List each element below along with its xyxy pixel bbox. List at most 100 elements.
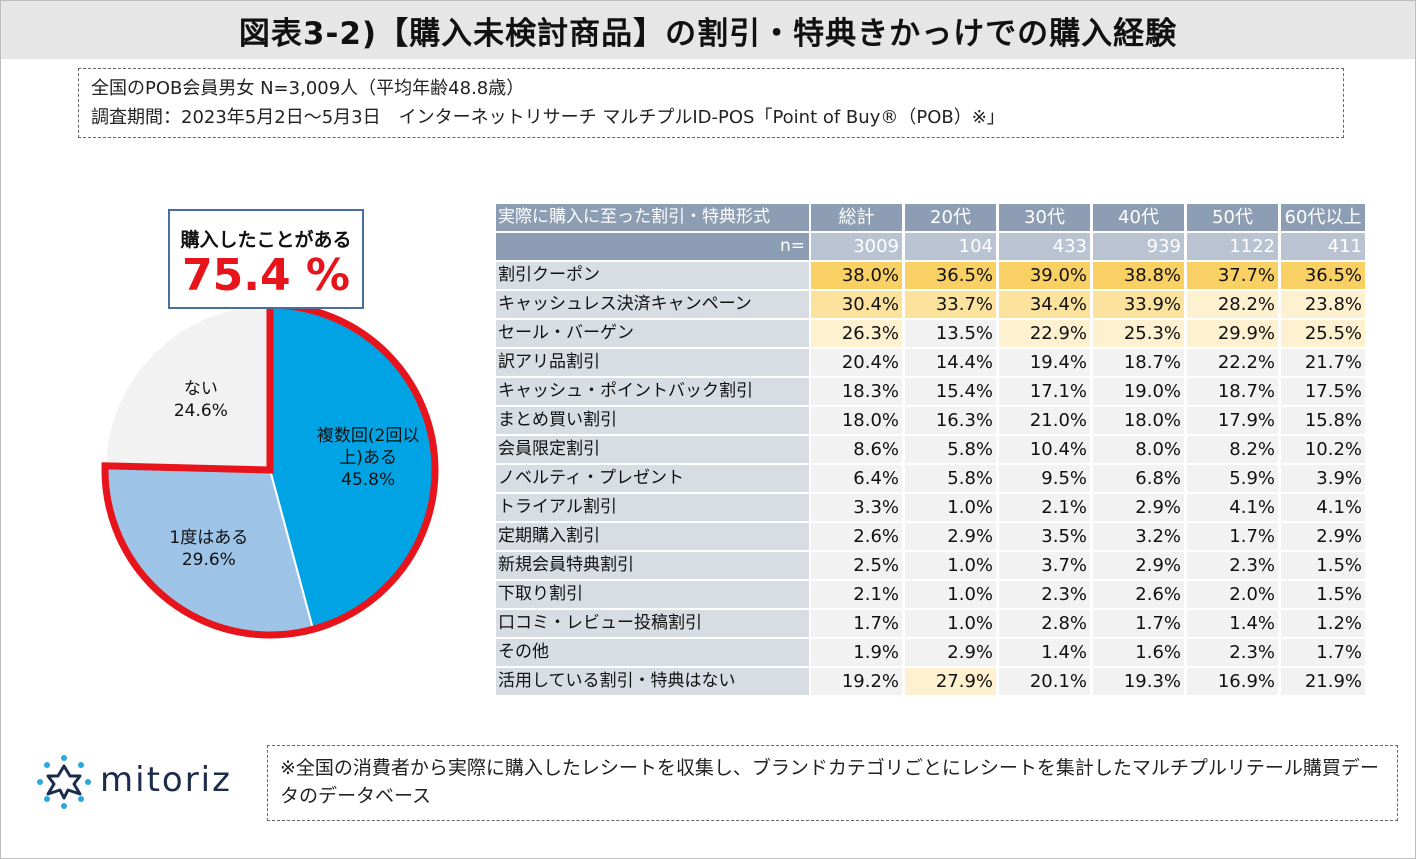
table-cell: 21.0% bbox=[999, 407, 1090, 434]
table-cell: 10.2% bbox=[1281, 436, 1365, 463]
table-cell: 5.8% bbox=[905, 436, 996, 463]
table-cell: 13.5% bbox=[905, 320, 996, 347]
table-cell: 2.9% bbox=[905, 523, 996, 550]
callout-value: 75.4 % bbox=[182, 250, 350, 301]
table-cell: 2.6% bbox=[1093, 581, 1184, 608]
column-header-5: 50代 bbox=[1187, 204, 1278, 231]
table-header-label: 実際に購入に至った割引・特典形式 bbox=[496, 204, 809, 231]
column-header-3: 30代 bbox=[999, 204, 1090, 231]
table-cell: 36.5% bbox=[905, 262, 996, 289]
row-label: 下取り割引 bbox=[496, 581, 809, 608]
table-cell: 1.7% bbox=[1187, 523, 1278, 550]
table-cell: 17.5% bbox=[1281, 378, 1365, 405]
table-cell: 18.3% bbox=[811, 378, 902, 405]
table-cell: 17.1% bbox=[999, 378, 1090, 405]
mitoriz-logo-icon bbox=[37, 755, 91, 809]
column-header-2: 20代 bbox=[905, 204, 996, 231]
table-cell: 36.5% bbox=[1281, 262, 1365, 289]
table-cell: 4.1% bbox=[1281, 494, 1365, 521]
table-header-row: 実際に購入に至った割引・特典形式 総計 20代 30代 40代 50代 60代以上 bbox=[496, 204, 1365, 233]
table-cell: 21.7% bbox=[1281, 349, 1365, 376]
pie-slice-label-2-line-2: 29.6% bbox=[182, 550, 236, 570]
table-cell: 1.0% bbox=[905, 552, 996, 579]
row-label: 定期購入割引 bbox=[496, 523, 809, 550]
table-row: その他 1.9% 2.9% 1.4% 1.6% 2.3% 1.7% bbox=[496, 639, 1365, 668]
table-cell: 1.0% bbox=[905, 494, 996, 521]
sample-size-label: n= bbox=[496, 233, 809, 260]
row-label: その他 bbox=[496, 639, 809, 666]
pie-slice-label-3-line-2: 24.6% bbox=[174, 401, 228, 421]
table-cell: 34.4% bbox=[999, 291, 1090, 318]
table-cell: 1.7% bbox=[1281, 639, 1365, 666]
survey-info-line-1: 全国のPOB会員男女 N=3,009人（平均年齢48.8歳） bbox=[91, 78, 525, 99]
table-cell: 2.5% bbox=[811, 552, 902, 579]
row-label: 会員限定割引 bbox=[496, 436, 809, 463]
row-label: 割引クーポン bbox=[496, 262, 809, 289]
sample-size-value-3: 433 bbox=[999, 233, 1090, 260]
table-cell: 18.7% bbox=[1187, 378, 1278, 405]
table-cell: 1.2% bbox=[1281, 610, 1365, 637]
table-cell: 5.9% bbox=[1187, 465, 1278, 492]
table-cell: 28.2% bbox=[1187, 291, 1278, 318]
table-cell: 5.8% bbox=[905, 465, 996, 492]
row-label: 活用している割引・特典はない bbox=[496, 668, 809, 695]
survey-info-line-2: 調査期間：2023年5月2日～5月3日 インターネットリサーチ マルチプルID-… bbox=[91, 107, 1005, 128]
table-cell: 2.3% bbox=[1187, 552, 1278, 579]
table-cell: 8.0% bbox=[1093, 436, 1184, 463]
table-cell: 25.3% bbox=[1093, 320, 1184, 347]
row-label: 新規会員特典割引 bbox=[496, 552, 809, 579]
logo-text: mitoriz bbox=[100, 760, 232, 800]
table-cell: 19.4% bbox=[999, 349, 1090, 376]
footnote-box: ※全国の消費者から実際に購入したレシートを収集し、ブランドカテゴリごとにレシート… bbox=[267, 745, 1398, 821]
table-cell: 14.4% bbox=[905, 349, 996, 376]
table-cell: 1.5% bbox=[1281, 552, 1365, 579]
table-cell: 2.9% bbox=[1093, 494, 1184, 521]
table-cell: 20.4% bbox=[811, 349, 902, 376]
row-label: トライアル割引 bbox=[496, 494, 809, 521]
sample-size-value-5: 1122 bbox=[1187, 233, 1278, 260]
table-cell: 3.7% bbox=[999, 552, 1090, 579]
callout-title: 購入したことがある bbox=[180, 229, 352, 251]
table-row: 定期購入割引 2.6% 2.9% 3.5% 3.2% 1.7% 2.9% bbox=[496, 523, 1365, 552]
table-row: キャッシュレス決済キャンペーン 30.4% 33.7% 34.4% 33.9% 28.2%… bbox=[496, 291, 1365, 320]
row-label: ノベルティ・プレゼント bbox=[496, 465, 809, 492]
table-cell: 38.8% bbox=[1093, 262, 1184, 289]
table-row: 割引クーポン 38.0% 36.5% 39.0% 38.8% 37.7% 36.5% bbox=[496, 262, 1365, 291]
table-cell: 29.9% bbox=[1187, 320, 1278, 347]
table-row: まとめ買い割引 18.0% 16.3% 21.0% 18.0% 17.9% 15.8% bbox=[496, 407, 1365, 436]
table-cell: 2.0% bbox=[1187, 581, 1278, 608]
table-cell: 3.3% bbox=[811, 494, 902, 521]
page-title: 図表3-2)【購入未検討商品】の割引・特典きかっけでの購入経験 bbox=[1, 1, 1415, 59]
pie-slice-label-3-line-1: ない bbox=[184, 379, 218, 399]
pie-slice-label-1-line-1: 複数回(2回以 bbox=[317, 426, 419, 446]
table-cell: 21.9% bbox=[1281, 668, 1365, 695]
table-cell: 3.5% bbox=[999, 523, 1090, 550]
row-label: 口コミ・レビュー投稿割引 bbox=[496, 610, 809, 637]
table-row: キャッシュ・ポイントバック割引 18.3% 15.4% 17.1% 19.0% 18.7%… bbox=[496, 378, 1365, 407]
pie-slice-label-1-line-3: 45.8% bbox=[341, 470, 395, 490]
table-cell: 23.8% bbox=[1281, 291, 1365, 318]
table-cell: 22.9% bbox=[999, 320, 1090, 347]
table-row: 会員限定割引 8.6% 5.8% 10.4% 8.0% 8.2% 10.2% bbox=[496, 436, 1365, 465]
table-row: 訳アリ品割引 20.4% 14.4% 19.4% 18.7% 22.2% 21.7% bbox=[496, 349, 1365, 378]
sample-size-value-2: 104 bbox=[905, 233, 996, 260]
row-label: まとめ買い割引 bbox=[496, 407, 809, 434]
pie-highlight-outline bbox=[101, 301, 439, 639]
table-cell: 1.5% bbox=[1281, 581, 1365, 608]
sample-size-row: n= 3009 104 433 939 1122 411 bbox=[496, 233, 1365, 262]
table-cell: 1.4% bbox=[1187, 610, 1278, 637]
table-cell: 2.9% bbox=[905, 639, 996, 666]
table-cell: 18.0% bbox=[1093, 407, 1184, 434]
pie-slice-label-1-line-2: 上)ある bbox=[339, 448, 397, 468]
table-cell: 2.6% bbox=[811, 523, 902, 550]
table-row: 活用している割引・特典はない 19.2% 27.9% 20.1% 19.3% 16.9% 2… bbox=[496, 668, 1365, 697]
table-cell: 2.8% bbox=[999, 610, 1090, 637]
table-cell: 38.0% bbox=[811, 262, 902, 289]
row-label: キャッシュレス決済キャンペーン bbox=[496, 291, 809, 318]
table-cell: 19.3% bbox=[1093, 668, 1184, 695]
sample-size-value-4: 939 bbox=[1093, 233, 1184, 260]
row-label: セール・バーゲン bbox=[496, 320, 809, 347]
table-cell: 22.2% bbox=[1187, 349, 1278, 376]
table-cell: 6.4% bbox=[811, 465, 902, 492]
table-cell: 1.7% bbox=[1093, 610, 1184, 637]
